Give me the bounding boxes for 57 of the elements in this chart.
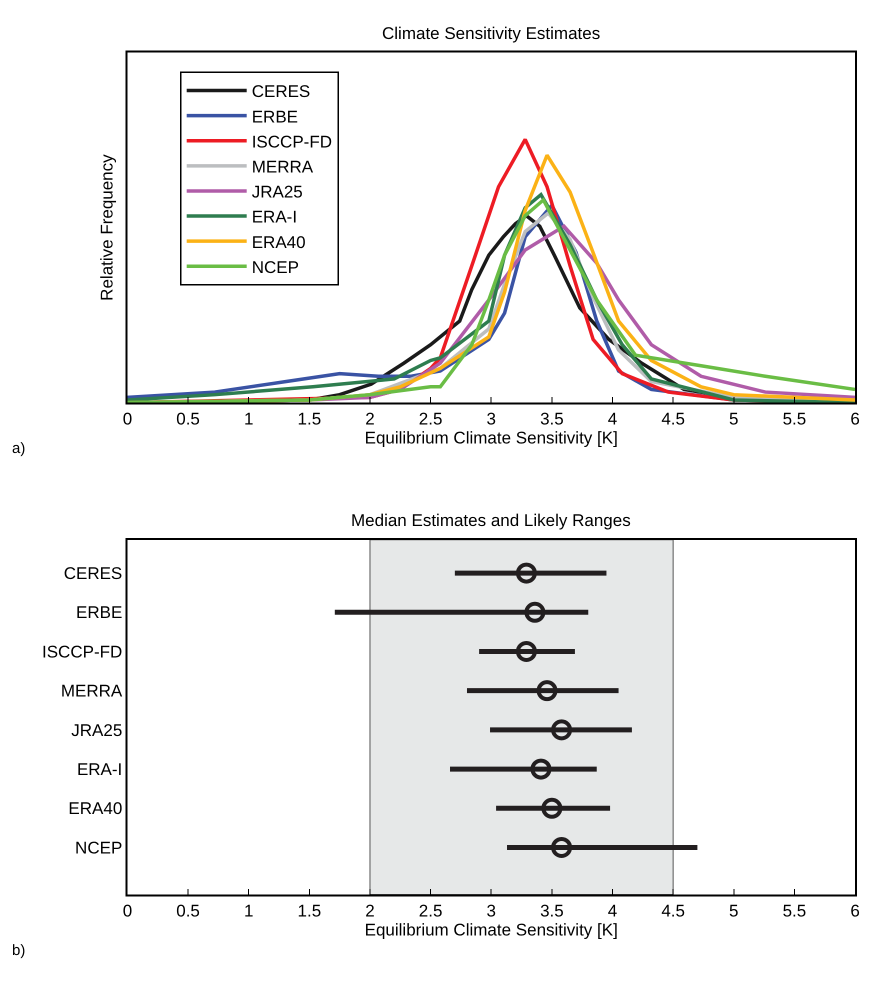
x-tick-label: 5.5 xyxy=(782,410,806,429)
y-tick-label: ERA-I xyxy=(76,760,122,780)
x-tick-label: 4.5 xyxy=(661,902,685,921)
x-tick-label: 1 xyxy=(244,410,254,429)
x-tick-label: 5 xyxy=(729,410,739,429)
x-tick-label: 5.5 xyxy=(782,902,806,921)
legend-label: NCEP xyxy=(252,258,299,277)
text: b) xyxy=(12,942,26,959)
x-tick-label: 0 xyxy=(122,410,132,429)
x-tick-label: 6 xyxy=(850,902,860,921)
x-axis-title: Equilibrium Climate Sensitivity [K] xyxy=(364,920,618,940)
x-tick-label: 2 xyxy=(365,410,375,429)
x-tick-label: 4.5 xyxy=(661,410,685,429)
x-tick-label: 3 xyxy=(486,902,496,921)
point xyxy=(551,836,572,858)
legend-label: ERA40 xyxy=(252,232,306,252)
x-tick-label: 2 xyxy=(365,902,375,921)
legend-label: ERA-I xyxy=(252,208,298,227)
x-tick-label: 2.5 xyxy=(418,902,442,921)
y-axis-title: Relative Frequency xyxy=(98,154,117,301)
y-tick-label: CERES xyxy=(64,564,122,584)
point xyxy=(541,798,562,819)
chart-title: Climate Sensitivity Estimates xyxy=(382,24,600,43)
x-tick-label: 2.5 xyxy=(418,410,442,429)
x-tick-label: 0.5 xyxy=(176,902,200,921)
x-tick-label: 0 xyxy=(122,902,132,921)
x-tick-label: 6 xyxy=(850,410,860,429)
x-tick-label: 3.5 xyxy=(540,410,564,429)
x-tick-label: 0.5 xyxy=(176,410,200,429)
point xyxy=(530,758,552,780)
legend-label: MERRA xyxy=(252,157,314,176)
x-tick-label: 4 xyxy=(608,410,618,429)
x-tick-label: 4 xyxy=(608,902,618,921)
x-tick-label: 5 xyxy=(729,902,739,921)
point xyxy=(516,562,537,584)
x-tick-label: 1.5 xyxy=(298,410,322,429)
point xyxy=(516,640,537,662)
x-tick-label: 3 xyxy=(486,410,496,429)
x-tick-label: 3.5 xyxy=(540,902,564,921)
point xyxy=(551,719,572,740)
y-tick-label: MERRA xyxy=(60,682,123,701)
legend-label: JRA25 xyxy=(252,182,303,202)
y-tick-label: JRA25 xyxy=(71,720,122,740)
legend-label: ERBE xyxy=(252,107,298,126)
x-tick-label: 1.5 xyxy=(298,902,322,921)
legend-label: CERES xyxy=(252,82,310,102)
text: a) xyxy=(12,440,26,457)
y-tick-label: NCEP xyxy=(75,838,122,858)
y-tick-label: ISCCP-FD xyxy=(42,642,122,662)
legend-label: ISCCP-FD xyxy=(252,132,332,152)
point xyxy=(536,680,558,702)
y-tick-label: ERA40 xyxy=(68,799,122,818)
x-tick-label: 1 xyxy=(244,902,254,921)
point xyxy=(524,602,546,623)
x-axis-title: Equilibrium Climate Sensitivity [K] xyxy=(364,428,618,448)
y-tick-label: ERBE xyxy=(76,603,122,622)
chart-title: Median Estimates and Likely Ranges xyxy=(351,511,631,530)
